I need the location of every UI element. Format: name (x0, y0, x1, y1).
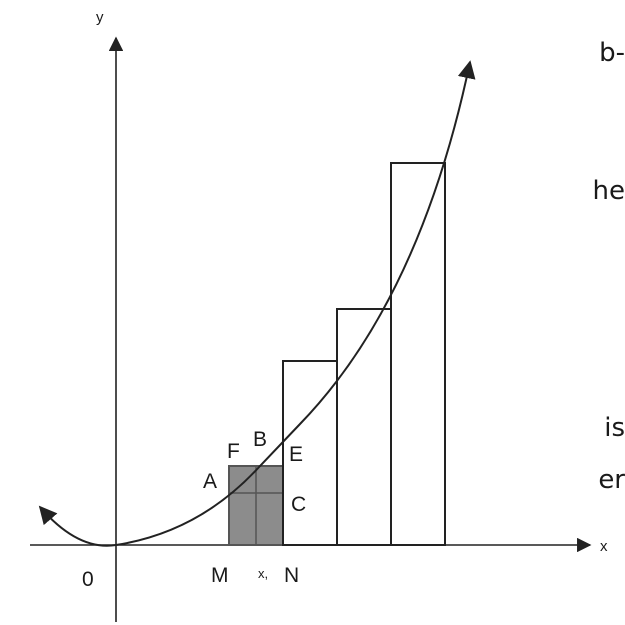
side-text-line1: b- (599, 38, 625, 68)
point-label-n: N (284, 564, 299, 587)
side-text-line3: is (604, 413, 625, 443)
point-label-a: A (203, 470, 217, 493)
point-label-m: M (211, 564, 229, 587)
point-label-f: F (227, 440, 240, 463)
point-label-b: B (253, 428, 267, 451)
point-label-xi: x, (258, 566, 268, 581)
rectangle-3 (336, 308, 392, 546)
side-text-line2: he (592, 176, 625, 206)
function-curve (38, 60, 476, 547)
rectangle-4 (390, 162, 446, 546)
side-text-line4: er (598, 465, 625, 495)
origin-label: 0 (82, 568, 94, 591)
point-label-c: C (291, 493, 306, 516)
x-axis-label: x (600, 538, 608, 555)
y-axis-label: y (96, 9, 104, 26)
point-label-e: E (289, 443, 303, 466)
